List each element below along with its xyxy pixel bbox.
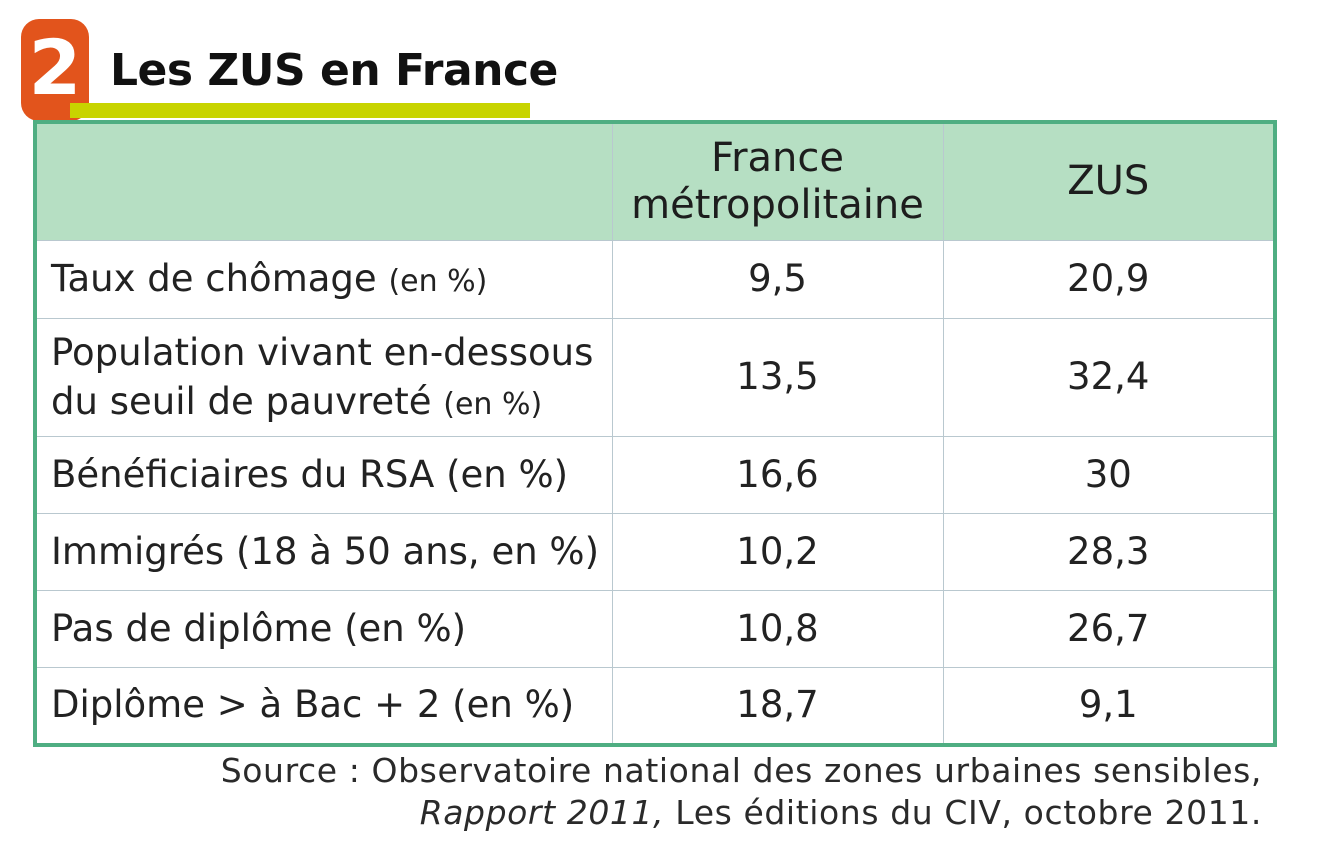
source-line-1: Source : Observatoire national des zones… — [220, 751, 1262, 790]
table-row: Taux de chômage (en %) 9,5 20,9 — [34, 240, 1276, 319]
table-row: Population vivant en-dessous du seuil de… — [34, 318, 1276, 437]
row-label: Pas de diplôme (en %) — [34, 590, 613, 668]
zus-value: 9,1 — [942, 667, 1276, 745]
row-label-text: Population vivant en-dessous du seuil de… — [51, 330, 594, 423]
row-label-text: Taux de chômage — [51, 257, 377, 301]
title-underline — [70, 103, 530, 118]
zus-value: 26,7 — [942, 590, 1276, 668]
row-unit: (en %) — [443, 386, 543, 422]
row-unit: (en %) — [388, 264, 488, 300]
france-value: 13,5 — [611, 318, 944, 437]
header-empty — [34, 121, 613, 241]
row-label: Diplôme > à Bac + 2 (en %) — [34, 667, 613, 745]
france-value: 18,7 — [611, 667, 944, 745]
section-number-badge: 2 — [21, 19, 89, 121]
row-label: Bénéficiaires du RSA (en %) — [34, 436, 613, 514]
page-title: Les ZUS en France — [110, 45, 558, 96]
row-label: Population vivant en-dessous du seuil de… — [34, 318, 613, 437]
row-label: Taux de chômage (en %) — [34, 240, 613, 319]
row-label: Immigrés (18 à 50 ans, en %) — [34, 513, 613, 591]
row-label-text: Immigrés (18 à 50 ans, en %) — [51, 529, 600, 573]
table-row: Bénéficiaires du RSA (en %) 16,6 30 — [34, 436, 1276, 514]
row-label-text: Pas de diplôme (en %) — [51, 606, 467, 650]
zus-value: 30 — [942, 436, 1276, 514]
header-france-metropolitaine: France métropolitaine — [611, 121, 944, 241]
table-header-row: France métropolitaine ZUS — [34, 121, 1276, 241]
table-row: Immigrés (18 à 50 ans, en %) 10,2 28,3 — [34, 513, 1276, 591]
france-value: 16,6 — [611, 436, 944, 514]
table-row: Diplôme > à Bac + 2 (en %) 18,7 9,1 — [34, 667, 1276, 745]
france-value: 10,2 — [611, 513, 944, 591]
source-report-title: Rapport 2011, — [419, 792, 665, 832]
table-row: Pas de diplôme (en %) 10,8 26,7 — [34, 590, 1276, 668]
data-table: France métropolitaine ZUS Taux de chômag… — [33, 120, 1277, 747]
source-line-2: Rapport 2011, Les éditions du CIV, octob… — [221, 792, 1262, 834]
zus-value: 32,4 — [942, 318, 1276, 437]
source-citation: Source : Observatoire national des zones… — [221, 750, 1262, 834]
france-value: 9,5 — [611, 240, 944, 319]
source-publisher: Les éditions du CIV, octobre 2011. — [664, 792, 1262, 832]
section-number: 2 — [28, 23, 82, 112]
france-value: 10,8 — [611, 590, 944, 668]
zus-value: 28,3 — [942, 513, 1276, 591]
zus-value: 20,9 — [942, 240, 1276, 319]
row-label-text: Diplôme > à Bac + 2 (en %) — [51, 682, 575, 726]
header-zus: ZUS — [942, 121, 1276, 241]
row-label-text: Bénéficiaires du RSA (en %) — [51, 452, 569, 496]
